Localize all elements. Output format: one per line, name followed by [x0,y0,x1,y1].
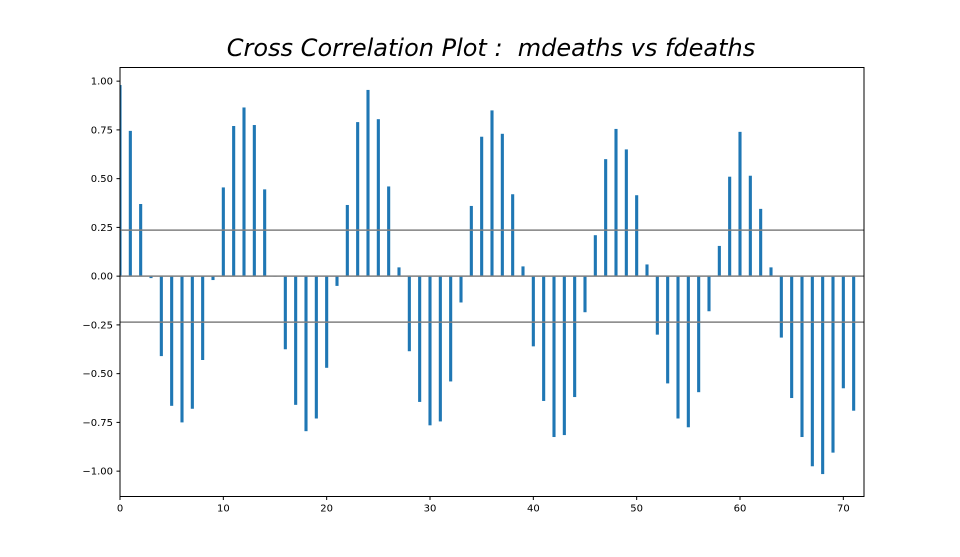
y-tick-label: −0.50 [82,369,113,380]
ccf-bar [624,149,628,277]
ccf-bar [418,276,422,402]
y-tick-label: −0.75 [82,418,113,429]
ccf-bar [604,159,608,277]
ccf-bar [542,276,546,401]
ccf-bar [655,276,659,335]
ccf-bar [397,267,401,277]
ccf-bar [139,204,143,277]
ccf-bar [201,276,205,360]
ccf-bar [707,276,711,312]
ccf-bar [738,131,742,277]
ccf-bar [552,276,556,438]
ccf-bar [459,276,463,303]
reference-lines [120,229,864,323]
ccf-bar [242,107,246,277]
y-tick-label: −0.25 [82,320,113,331]
ccf-bar [376,119,380,277]
ccf-bar [366,89,370,277]
ccf-bar [852,276,856,411]
ccf-bar [335,276,339,286]
ccf-bar [635,195,639,277]
ccf-bar [211,276,215,281]
ccf-bar [428,276,432,426]
ccf-bar [128,130,132,277]
ccf-bar [232,126,236,277]
ccf-bar [170,276,174,406]
ccf-bar [573,276,577,398]
plot-frame [119,67,865,497]
y-tick-label: 1.00 [91,77,113,88]
ccf-bar [769,267,773,277]
ccf-bar [120,85,122,277]
x-tick-label: 30 [424,504,437,515]
ccf-bar [252,125,256,277]
ccf-bar [356,122,360,277]
ccf-bar [841,276,845,389]
ccf-bar [810,276,814,467]
ccf-bar [190,276,194,409]
ccf-bar [790,276,794,399]
ccf-bar [490,110,494,277]
bars-layer [120,85,856,475]
ccf-bar [614,128,618,277]
x-axis: 0 10 20 30 40 50 60 70 [117,496,850,515]
x-tick-label: 0 [117,504,123,515]
y-tick-label: 0.00 [91,272,113,283]
ccf-bar [500,133,504,277]
ccf-bar [562,276,566,436]
ccf-bar [779,276,783,338]
ccf-bar [345,204,349,277]
ccf-bar [697,276,701,393]
ccf-bar [314,276,318,419]
ccf-bar [294,276,298,405]
ccf-bar [521,266,525,277]
ccf-bar [583,276,587,313]
ccf-bar [717,245,721,277]
ccf-bar [438,276,442,422]
ccf-bar [821,276,825,475]
ccf-bar [759,208,763,277]
ccf-bar [180,276,184,423]
ccf-bar [263,189,267,277]
ccf-bar [221,187,225,277]
ccf-bar [531,276,535,347]
ccf-bar [304,276,308,432]
chart-title: Cross Correlation Plot : mdeaths vs fdea… [226,34,756,62]
ccf-bar [666,276,670,384]
x-tick-label: 20 [320,504,333,515]
x-tick-label: 50 [630,504,643,515]
y-tick-label: −1.00 [82,467,113,478]
ccf-bar [748,175,752,277]
ccf-bar [686,276,690,428]
ccf-bar [449,276,453,382]
x-tick-label: 40 [527,504,540,515]
y-tick-label: 0.75 [91,125,113,136]
ccf-bar [469,205,473,277]
ccf-bar [480,136,484,277]
ccf-bar [728,176,732,277]
ccf-bar [387,186,391,277]
ccf-bar [283,276,287,350]
ccf-bar [511,194,515,277]
ccf-bar [831,276,835,453]
y-axis: 1.00 0.75 0.50 0.25 0.00 −0.25 −0.50 −0.75 −1.00 [82,77,120,478]
x-tick-label: 70 [837,504,850,515]
ccf-bar [800,276,804,438]
ccf-bar [676,276,680,419]
ccf-bar [645,264,649,277]
ccf-bar [407,276,411,352]
x-tick-label: 10 [217,504,230,515]
y-tick-label: 0.25 [91,223,113,234]
ccf-bar [159,276,163,357]
ccf-bar [149,276,153,279]
x-tick-label: 60 [734,504,747,515]
y-tick-label: 0.50 [91,174,113,185]
ccf-bar [593,235,597,277]
